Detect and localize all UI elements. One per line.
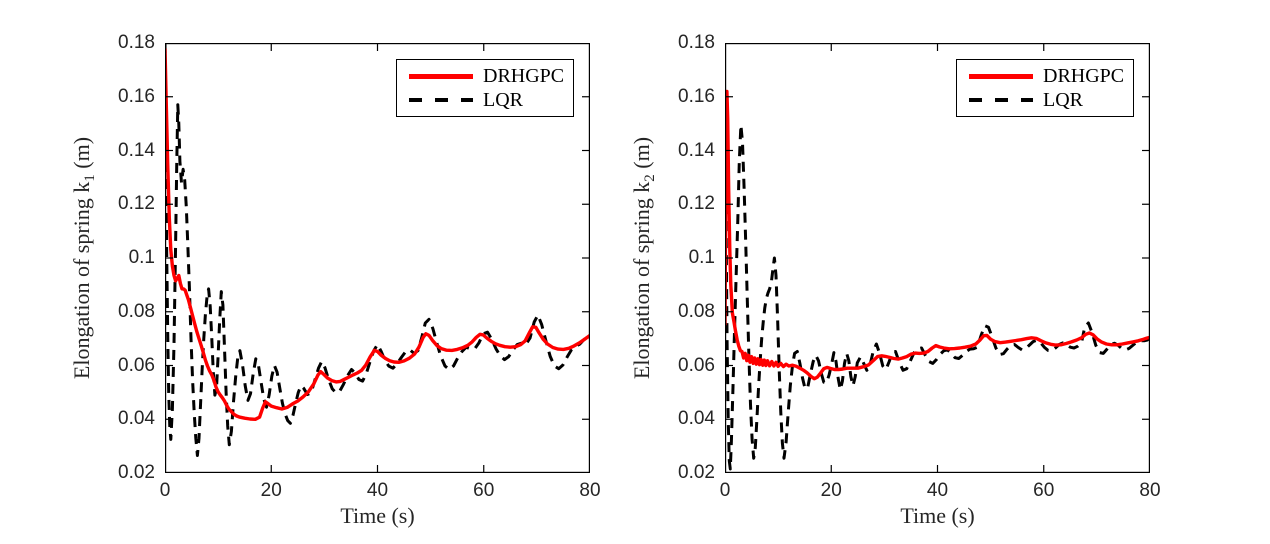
- y-tick-label: 0.08: [678, 300, 715, 322]
- y-tick-label: 0.18: [678, 32, 715, 53]
- series-line-drhgpc: [165, 48, 590, 421]
- lqr-line-sample: [409, 98, 473, 102]
- legend-entry-drhgpc: DRHGPC: [957, 66, 1133, 86]
- plot-area-k2: [725, 43, 1150, 473]
- x-tick-label: 20: [260, 480, 282, 501]
- y-tick-label: 0.1: [128, 247, 155, 268]
- y-tick-label: 0.14: [678, 139, 715, 161]
- axes-box: [725, 43, 1150, 473]
- y-tick-label: 0.06: [678, 354, 715, 376]
- chart-k2: Time (s) Elongation of spring k2 (m) DRH…: [560, 0, 1210, 544]
- legend-label-drhgpc: DRHGPC: [1043, 65, 1125, 87]
- series-line-drhgpc: [725, 89, 1150, 381]
- y-tick-label: 0.1: [688, 247, 715, 268]
- x-tick-label: 20: [820, 480, 842, 501]
- chart-k1: Time (s) Elongation of spring k1 (m) DRH…: [68, 32, 601, 528]
- y-tick-label: 0.14: [118, 139, 155, 161]
- y-tick-label: 0.08: [118, 300, 155, 322]
- y-tick-label: 0.12: [118, 193, 155, 215]
- x-axis-label-k1: Time (s): [340, 503, 415, 528]
- x-tick-label: 40: [926, 480, 949, 501]
- drhgpc-line-sample: [969, 73, 1033, 79]
- y-axis-label-k1: Elongation of spring k1 (m): [68, 136, 99, 380]
- x-axis-label-k2: Time (s): [900, 503, 975, 528]
- y-tick-label: 0.06: [118, 354, 155, 376]
- x-tick-label: 80: [579, 480, 601, 501]
- y-tick-label: 0.18: [118, 32, 155, 53]
- x-tick-label: 60: [473, 480, 495, 501]
- axes-box: [165, 43, 590, 473]
- legend-label-lqr: LQR: [1043, 89, 1083, 111]
- y-tick-label: 0.12: [678, 193, 715, 215]
- y-tick-label: 0.02: [118, 462, 155, 483]
- legend-entry-lqr: LQR: [957, 90, 1133, 110]
- y-tick-label: 0.16: [118, 85, 155, 107]
- x-tick-label: 0: [719, 480, 731, 501]
- x-tick-label: 80: [1139, 480, 1161, 501]
- lqr-line-sample: [969, 98, 1033, 102]
- x-tick-label: 0: [159, 480, 171, 501]
- y-axis-label-k2: Elongation of spring k2 (m): [628, 136, 659, 380]
- y-tick-label: 0.02: [678, 462, 715, 483]
- legend-label-lqr: LQR: [483, 89, 523, 111]
- y-tick-label: 0.04: [118, 408, 155, 430]
- drhgpc-line-sample: [409, 73, 473, 79]
- legend-label-drhgpc: DRHGPC: [483, 65, 565, 87]
- legend-k1: DRHGPC LQR: [396, 59, 574, 117]
- series-line-lqr: [165, 43, 590, 457]
- plot-area-k1: [165, 43, 590, 473]
- legend-entry-lqr: LQR: [397, 90, 573, 110]
- y-tick-label: 0.04: [678, 408, 715, 430]
- series-line-lqr: [725, 102, 1150, 471]
- x-tick-label: 40: [366, 480, 389, 501]
- legend-k2: DRHGPC LQR: [956, 59, 1134, 117]
- x-tick-label: 60: [1033, 480, 1055, 501]
- y-tick-label: 0.16: [678, 85, 715, 107]
- legend-entry-drhgpc: DRHGPC: [397, 66, 573, 86]
